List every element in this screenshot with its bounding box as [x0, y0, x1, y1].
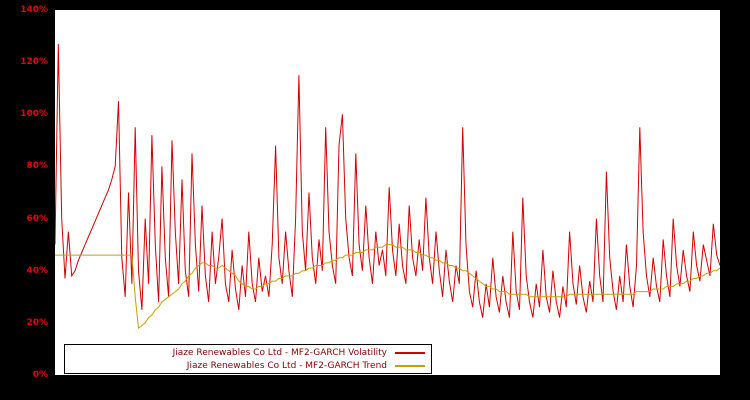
legend-label-volatility: Jiaze Renewables Co Ltd - MF2-GARCH Vola… [172, 347, 387, 358]
volatility-series-line [55, 43, 720, 318]
y-axis: 0% 20% 40% 60% 80% 100% 120% 140% [0, 0, 50, 400]
legend: Jiaze Renewables Co Ltd - MF2-GARCH Vola… [64, 344, 432, 374]
legend-line-sample-volatility [395, 351, 425, 354]
plot-area [55, 10, 720, 375]
y-axis-tick-label: 100% [20, 109, 48, 120]
series-plot [55, 43, 720, 330]
legend-item: Jiaze Renewables Co Ltd - MF2-GARCH Vola… [69, 346, 427, 359]
y-axis-tick-label: 20% [26, 317, 48, 328]
legend-line-sample-trend [395, 364, 425, 367]
legend-item: Jiaze Renewables Co Ltd - MF2-GARCH Tren… [69, 359, 427, 372]
y-axis-tick-label: 60% [26, 213, 48, 224]
y-axis-tick-label: 80% [26, 161, 48, 172]
y-axis-tick-label: 140% [20, 5, 48, 15]
y-axis-tick-label: 120% [20, 57, 48, 68]
y-axis-tick-label: 0% [32, 370, 48, 380]
legend-label-trend: Jiaze Renewables Co Ltd - MF2-GARCH Tren… [186, 360, 387, 371]
trend-series-line [55, 244, 720, 330]
y-axis-tick-label: 40% [26, 265, 48, 276]
